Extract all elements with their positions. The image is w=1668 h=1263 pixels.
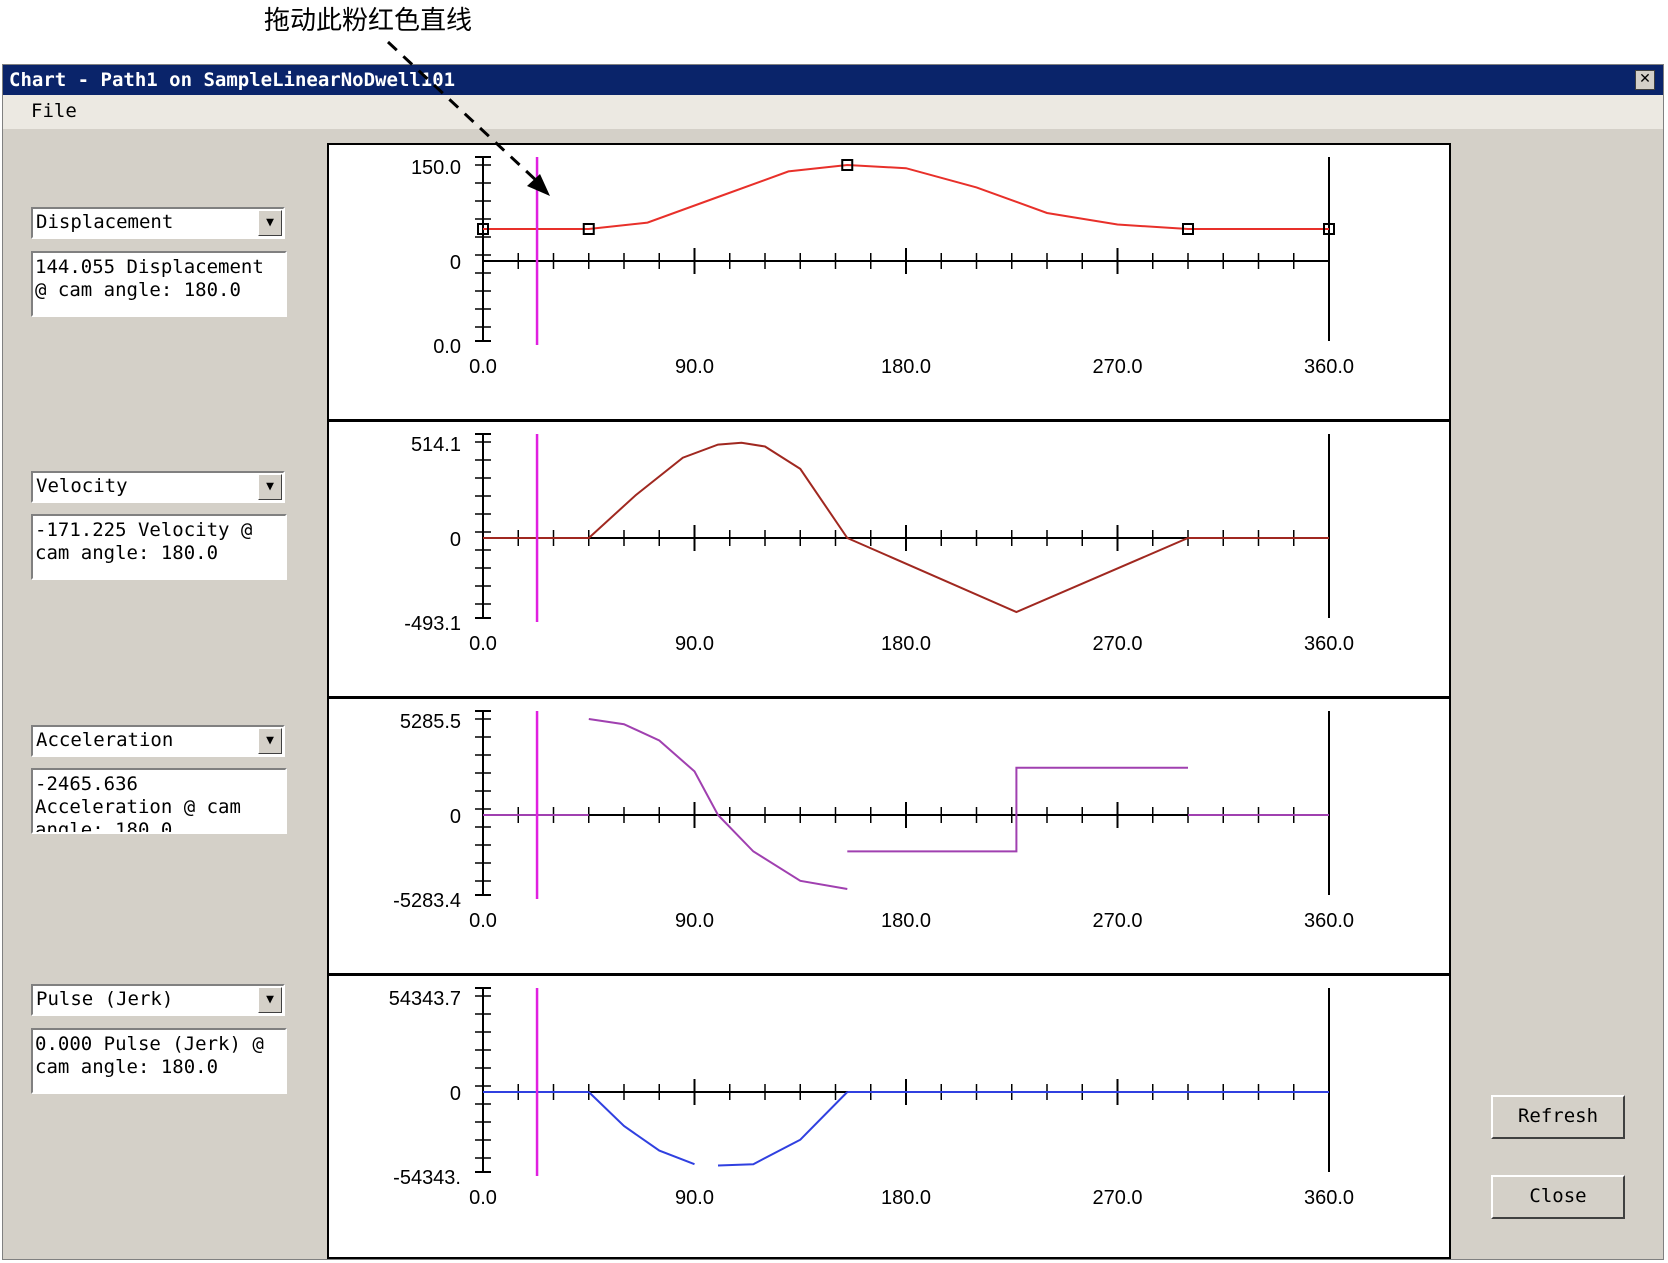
chart-divider <box>329 973 1449 976</box>
annotation-caption: 拖动此粉红色直线 <box>264 6 473 36</box>
chart-selector-1-value: Displacement <box>36 211 174 233</box>
series-line <box>847 766 1188 853</box>
readout-2: -171.225 Velocity @ cam angle: 180.0 <box>31 514 287 580</box>
refresh-button[interactable]: Refresh <box>1491 1095 1625 1139</box>
x-tick-label: 360.0 <box>1304 633 1354 655</box>
x-tick-label: 0.0 <box>469 910 497 932</box>
chevron-down-icon[interactable]: ▼ <box>258 728 282 754</box>
x-tick-label: 90.0 <box>675 633 714 655</box>
x-tick-label: 180.0 <box>881 910 931 932</box>
menu-file[interactable]: File <box>31 100 77 122</box>
acceleration-chart[interactable]: 0.0 90.0 180.0 270.0 360.0 5285.5 0 -5283.4 <box>329 699 1449 973</box>
y-tick-label: 0 <box>450 529 461 551</box>
x-tick-label: 270.0 <box>1092 356 1142 378</box>
y-tick-label: 0 <box>450 1083 461 1105</box>
close-button[interactable]: Close <box>1491 1175 1625 1219</box>
y-tick-label: 0.0 <box>433 336 461 358</box>
y-tick-label: 514.1 <box>411 434 461 456</box>
control-point-marker <box>477 223 489 235</box>
chart-selector-2[interactable]: Velocity ▼ <box>31 471 285 503</box>
chart-selector-4[interactable]: Pulse (Jerk) ▼ <box>31 984 285 1016</box>
series-line <box>717 1091 849 1167</box>
chart-window: Chart - Path1 on SampleLinearNoDwell101 … <box>2 64 1664 1260</box>
x-tick-label: 90.0 <box>675 910 714 932</box>
chart-selector-4-value: Pulse (Jerk) <box>36 988 174 1010</box>
y-tick-label: -5283.4 <box>393 890 461 912</box>
control-point-marker <box>1182 223 1194 235</box>
velocity-chart[interactable]: 0.0 90.0 180.0 270.0 360.0 514.1 0 -493.1 <box>329 422 1449 696</box>
chevron-down-icon[interactable]: ▼ <box>258 210 282 236</box>
window-close-icon[interactable]: ✕ <box>1635 70 1655 90</box>
series-line <box>483 163 1329 230</box>
x-tick-label: 90.0 <box>675 356 714 378</box>
y-tick-label: 54343.7 <box>389 988 461 1010</box>
series-line <box>588 718 848 890</box>
x-tick-label: 90.0 <box>675 1187 714 1209</box>
chart-selector-3-value: Acceleration <box>36 729 174 751</box>
x-tick-label: 0.0 <box>469 1187 497 1209</box>
readout-1: 144.055 Displacement @ cam angle: 180.0 <box>31 251 287 317</box>
y-tick-label: 150.0 <box>411 157 461 179</box>
x-tick-label: 0.0 <box>469 633 497 655</box>
readout-3: -2465.636 Acceleration @ cam angle: 180.… <box>31 768 287 834</box>
x-tick-label: 270.0 <box>1092 1187 1142 1209</box>
displacement-chart[interactable]: 0.0 90.0 180.0 270.0 360.0 150.0 0 0.0 <box>329 145 1449 419</box>
y-tick-label: -493.1 <box>404 613 461 635</box>
plot-area: 0.0 90.0 180.0 270.0 360.0 150.0 0 0.0 0.0 90.0 1… <box>327 143 1451 1259</box>
chart-divider <box>329 696 1449 699</box>
x-tick-label: 270.0 <box>1092 633 1142 655</box>
x-tick-label: 180.0 <box>881 633 931 655</box>
y-tick-label: 0 <box>450 252 461 274</box>
series-line <box>588 1091 695 1166</box>
y-tick-label: 0 <box>450 806 461 828</box>
x-tick-label: 360.0 <box>1304 1187 1354 1209</box>
x-tick-label: 270.0 <box>1092 910 1142 932</box>
chart-selector-1[interactable]: Displacement ▼ <box>31 207 285 239</box>
jerk-chart[interactable]: 0.0 90.0 180.0 270.0 360.0 54343.7 0 -54343. <box>329 976 1449 1250</box>
chevron-down-icon[interactable]: ▼ <box>258 474 282 500</box>
chevron-down-icon[interactable]: ▼ <box>258 987 282 1013</box>
menu-bar: File <box>3 95 1663 129</box>
readout-4: 0.000 Pulse (Jerk) @ cam angle: 180.0 <box>31 1028 287 1094</box>
control-point-marker <box>582 223 595 235</box>
chart-selector-3[interactable]: Acceleration ▼ <box>31 725 285 757</box>
x-tick-label: 180.0 <box>881 356 931 378</box>
series-line <box>483 441 1329 614</box>
x-tick-label: 0.0 <box>469 356 497 378</box>
x-tick-label: 180.0 <box>881 1187 931 1209</box>
x-tick-label: 360.0 <box>1304 910 1354 932</box>
chart-divider <box>329 419 1449 422</box>
y-tick-label: -54343. <box>393 1167 461 1189</box>
window-title: Chart - Path1 on SampleLinearNoDwell101 <box>9 69 456 91</box>
x-tick-label: 360.0 <box>1304 356 1354 378</box>
control-point-marker <box>841 159 854 171</box>
y-tick-label: 5285.5 <box>400 711 461 733</box>
chart-selector-2-value: Velocity <box>36 475 128 497</box>
window-titlebar[interactable]: Chart - Path1 on SampleLinearNoDwell101 … <box>3 65 1663 95</box>
control-point-marker <box>1323 223 1335 235</box>
